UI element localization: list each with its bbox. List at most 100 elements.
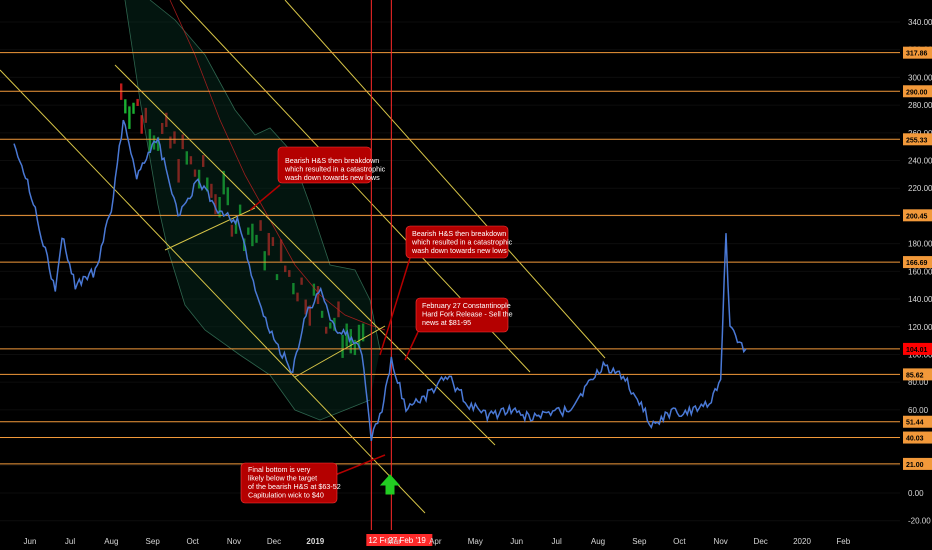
trendline [284, 0, 606, 359]
annotation-hardfork-text: February 27 Constantinople Hard Fork Rele… [422, 301, 513, 327]
x-tick-label: Aug [104, 537, 118, 546]
level-badge [903, 256, 932, 269]
candle [238, 204, 242, 216]
level-badge [903, 85, 932, 98]
level-badge [903, 133, 932, 146]
level-badge-label: 40.03 [906, 436, 924, 443]
candle [193, 169, 197, 177]
x-tick-label: Jul [65, 537, 75, 546]
x-tick-label: Nov [227, 537, 241, 546]
up-arrow-icon [379, 474, 401, 495]
date-markers: 12 Feb '1927 Feb '19 [366, 0, 433, 546]
annotation-bottom-text: Final bottom is very likely below the tar… [248, 465, 341, 500]
x-tick-label: Mar [387, 537, 401, 546]
candle [234, 220, 238, 234]
candle [214, 194, 217, 215]
x-tick-label: 2019 [306, 537, 324, 546]
annotation-hs-1: Bearish H&S then breakdown which resulted… [249, 146, 386, 211]
candle [288, 270, 291, 277]
candle [218, 196, 221, 218]
x-tick-label: Oct [186, 537, 199, 546]
candle [210, 183, 213, 198]
bollinger-lower [124, 0, 371, 421]
y-tick-label: 160.00 [908, 267, 932, 276]
y-tick-label: 120.00 [908, 323, 932, 332]
trendline [114, 64, 496, 446]
candle [230, 224, 234, 237]
date-marker-label: 27 Feb '19 [388, 536, 426, 545]
y-tick-label: -20.00 [908, 517, 931, 526]
annotation-hs-2: Bearish H&S then breakdown which resulted… [379, 225, 513, 356]
candle [226, 187, 229, 206]
level-badge [903, 415, 932, 428]
level-badge-label: 200.45 [906, 213, 928, 220]
moving-average [169, 0, 386, 331]
level-badge-label: 317.86 [906, 51, 928, 58]
x-tick-label: Dec [267, 537, 281, 546]
candle [156, 137, 160, 151]
candle [189, 156, 193, 165]
candle [353, 339, 357, 356]
candle [271, 237, 275, 246]
x-tick-label: Feb [836, 537, 850, 546]
candle [263, 251, 266, 271]
y-tick-label: 0.00 [908, 489, 924, 498]
bollinger-band [124, 0, 386, 421]
y-tick-label: 100.00 [908, 350, 932, 359]
candle [357, 324, 361, 349]
x-tick-label: Apr [429, 537, 442, 546]
annotation-hardfork: February 27 Constantinople Hard Fork Rele… [404, 297, 513, 361]
candle [136, 98, 139, 106]
y-tick-label: 60.00 [908, 406, 929, 415]
y-tick-label: 340.00 [908, 18, 932, 27]
candle [140, 115, 143, 134]
x-tick-label: Oct [673, 537, 686, 546]
y-tick-label: 300.00 [908, 73, 932, 82]
x-tick-label: Jun [510, 537, 523, 546]
candle [144, 107, 147, 123]
candle [329, 322, 332, 329]
y-tick-label: 240.00 [908, 157, 932, 166]
candle [251, 223, 254, 247]
x-tick-label: May [468, 537, 483, 546]
x-tick-label: Dec [754, 537, 768, 546]
annotation-bottom: Final bottom is very likely below the tar… [240, 454, 386, 504]
level-badge-label: 21.00 [906, 462, 924, 469]
candle [222, 170, 225, 195]
level-badge-label: 255.33 [906, 137, 928, 144]
y-tick-label: 220.00 [908, 184, 932, 193]
candle [275, 274, 279, 281]
candle [267, 232, 270, 256]
x-tick-label: Jul [552, 537, 562, 546]
level-badge [903, 209, 932, 222]
candle [296, 292, 299, 302]
candle [128, 106, 131, 129]
candle [292, 283, 295, 295]
candle [148, 129, 152, 153]
candle [177, 159, 180, 183]
annotation-hs-1-text: Bearish H&S then breakdown which resulted… [284, 156, 386, 182]
x-tick-label: Sep [632, 537, 647, 546]
level-badge [903, 368, 932, 381]
trendlines [0, 0, 606, 514]
candle [341, 334, 344, 358]
trendline [0, 69, 426, 514]
x-tick-label: 2020 [793, 537, 811, 546]
bollinger-fill [125, 0, 380, 420]
candle [206, 177, 209, 192]
x-tick-label: Aug [591, 537, 605, 546]
level-badge [903, 342, 932, 355]
candle [132, 102, 135, 114]
x-tick-label: Jun [24, 537, 37, 546]
y-tick-label: 280.00 [908, 101, 932, 110]
level-badge-label: 85.62 [906, 372, 924, 379]
level-badges: 317.86 290.00 255.33 200.45 166.69 104.01 85.6… [903, 46, 932, 470]
level-badge [903, 431, 932, 444]
date-marker-badge [386, 534, 433, 546]
horizontal-levels [0, 52, 900, 465]
candle [300, 277, 303, 285]
level-badge [903, 46, 932, 59]
price-line [13, 119, 747, 442]
candle [185, 151, 188, 165]
